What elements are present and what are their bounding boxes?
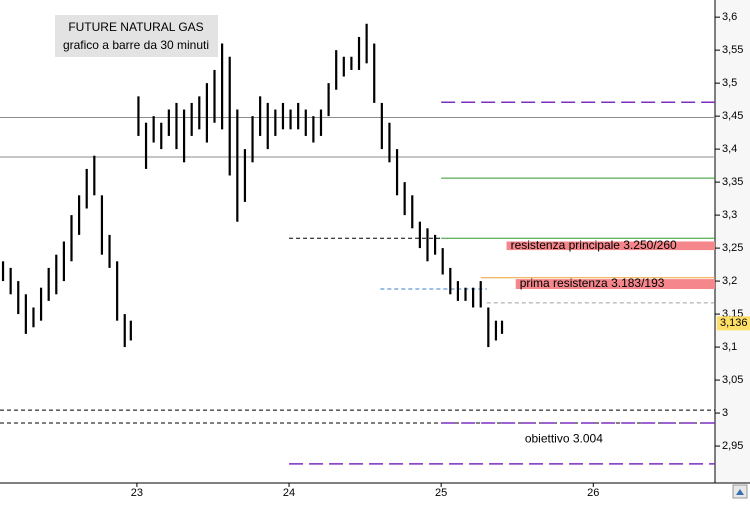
y-tick-label: 3,05	[722, 374, 743, 386]
y-tick-label: 3	[722, 407, 728, 419]
x-tick-label: 25	[435, 487, 447, 499]
y-tick-label: 3,3	[722, 209, 737, 221]
y-tick-label: 3,55	[722, 44, 743, 56]
y-tick-label: 3,1	[722, 341, 737, 353]
y-tick-label: 2,95	[722, 440, 743, 452]
chart-title: FUTURE NATURAL GAS	[68, 20, 203, 34]
chart-subtitle: grafico a barre da 30 minuti	[63, 38, 209, 52]
y-tick-label: 3,5	[722, 77, 737, 89]
last-price-label: 3,136	[720, 317, 748, 329]
plot: resistenza principale 3.250/260 prima res…	[0, 23, 715, 465]
last-price-tag	[717, 316, 750, 331]
zone-label: resistenza principale 3.250/260	[511, 238, 677, 252]
scroll-arrow	[736, 489, 744, 495]
y-tick-label: 3,6	[722, 11, 737, 23]
y-tick-label: 3,2	[722, 275, 737, 287]
resistance-zone	[506, 241, 715, 251]
y-axis-panel	[715, 0, 750, 483]
x-tick-label: 23	[131, 487, 143, 499]
title-box	[55, 15, 218, 57]
zone-label: prima resistenza 3.183/193	[520, 276, 665, 290]
y-tick-label: 3,25	[722, 242, 743, 254]
resistance-zone	[515, 279, 715, 290]
y-tick-label: 3,35	[722, 176, 743, 188]
annotation: obiettivo 3.004	[525, 432, 603, 446]
y-tick-label: 3,45	[722, 110, 743, 122]
x-tick-label: 26	[587, 487, 599, 499]
x-tick-label: 24	[283, 487, 295, 499]
y-tick-label: 3,4	[722, 143, 737, 155]
